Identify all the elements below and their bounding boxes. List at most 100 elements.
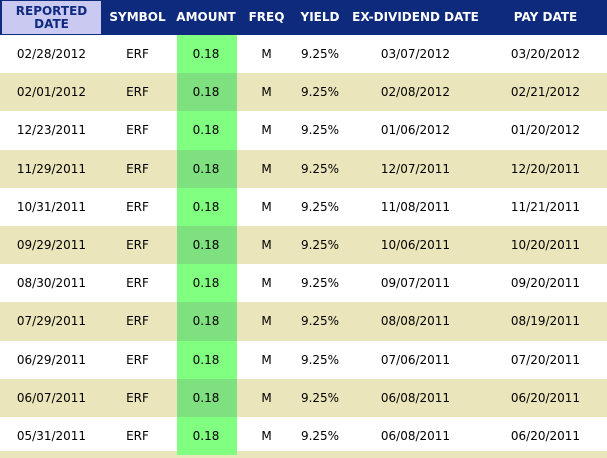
cell: 9.25% — [300, 85, 340, 100]
cell: 9.25% — [300, 276, 340, 291]
cell: 0.18 — [192, 238, 220, 253]
cell: 06/07/2011 — [16, 390, 87, 405]
cell: 06/08/2011 — [380, 390, 451, 405]
cell: 07/06/2011 — [380, 352, 451, 367]
cell: M — [261, 161, 272, 176]
header-bar — [0, 0, 607, 35]
cell: M — [261, 276, 272, 291]
cell: 9.25% — [300, 238, 340, 253]
cell: 05/31/2011 — [16, 429, 87, 444]
cell: M — [261, 85, 272, 100]
row-stripe — [0, 302, 607, 341]
cell: 0.18 — [192, 85, 220, 100]
cell: M — [261, 47, 272, 62]
cell: 09/07/2011 — [380, 276, 451, 291]
cell: 02/08/2012 — [380, 85, 451, 100]
cell: 06/20/2011 — [510, 390, 581, 405]
cell: M — [261, 390, 272, 405]
cell: ERF — [126, 85, 149, 100]
cell: 0.18 — [192, 352, 220, 367]
cell: ERF — [126, 390, 149, 405]
cell: 0.18 — [192, 429, 220, 444]
cell: 10/31/2011 — [16, 199, 87, 214]
cell: M — [261, 199, 272, 214]
column-header: FREQ — [248, 10, 285, 24]
cell: 9.25% — [300, 161, 340, 176]
cell: 08/30/2011 — [16, 276, 87, 291]
cell: 09/20/2011 — [510, 276, 581, 291]
cell: 11/08/2011 — [380, 199, 451, 214]
cell: 10/20/2011 — [510, 238, 581, 253]
cell: M — [261, 429, 272, 444]
cell: ERF — [126, 161, 149, 176]
row-stripe — [0, 226, 607, 265]
row-stripe — [0, 451, 607, 458]
cell: 9.25% — [300, 199, 340, 214]
cell: ERF — [126, 314, 149, 329]
cell: 12/20/2011 — [510, 161, 581, 176]
cell: 01/06/2012 — [380, 123, 451, 138]
amount-highlight — [177, 149, 237, 188]
cell: M — [261, 314, 272, 329]
column-header: AMOUNT — [176, 10, 236, 24]
cell: 09/29/2011 — [16, 238, 87, 253]
amount-highlight — [177, 340, 237, 379]
cell: 12/23/2011 — [16, 123, 87, 138]
cell: 9.25% — [300, 314, 340, 329]
cell: 9.25% — [300, 352, 340, 367]
column-header: PAY DATE — [513, 10, 578, 24]
row-stripe — [0, 378, 607, 417]
cell: ERF — [126, 429, 149, 444]
amount-highlight — [177, 302, 237, 341]
cell: M — [261, 123, 272, 138]
cell: 0.18 — [192, 123, 220, 138]
cell: M — [261, 238, 272, 253]
cell: 03/20/2012 — [510, 47, 581, 62]
amount-highlight — [177, 417, 237, 456]
cell: 03/07/2012 — [380, 47, 451, 62]
cell: 0.18 — [192, 276, 220, 291]
cell: 10/06/2011 — [380, 238, 451, 253]
amount-highlight — [177, 187, 237, 226]
cell: 0.18 — [192, 390, 220, 405]
cell: 0.18 — [192, 47, 220, 62]
cell: 11/29/2011 — [16, 161, 87, 176]
cell: ERF — [126, 276, 149, 291]
cell: 9.25% — [300, 123, 340, 138]
column-header: SYMBOL — [109, 10, 166, 24]
amount-highlight — [177, 35, 237, 74]
cell: M — [261, 352, 272, 367]
column-header: YIELD — [300, 10, 340, 24]
cell: 12/07/2011 — [380, 161, 451, 176]
cell: ERF — [126, 47, 149, 62]
cell: 02/01/2012 — [16, 85, 87, 100]
cell: 11/21/2011 — [510, 199, 581, 214]
column-header: REPORTED DATE — [2, 1, 101, 34]
row-stripe — [0, 73, 607, 112]
cell: ERF — [126, 238, 149, 253]
column-header: EX-DIVIDEND DATE — [352, 10, 479, 24]
cell: 08/19/2011 — [510, 314, 581, 329]
cell: 9.25% — [300, 429, 340, 444]
cell: ERF — [126, 352, 149, 367]
amount-highlight — [177, 378, 237, 417]
cell: 0.18 — [192, 199, 220, 214]
cell: 06/29/2011 — [16, 352, 87, 367]
cell: ERF — [126, 123, 149, 138]
cell: 01/20/2012 — [510, 123, 581, 138]
cell: 06/20/2011 — [510, 429, 581, 444]
cell: 07/29/2011 — [16, 314, 87, 329]
cell: 02/28/2012 — [16, 47, 87, 62]
amount-highlight — [177, 226, 237, 265]
amount-highlight — [177, 264, 237, 303]
cell: 9.25% — [300, 390, 340, 405]
cell: 02/21/2012 — [510, 85, 581, 100]
cell: 9.25% — [300, 47, 340, 62]
amount-highlight — [177, 111, 237, 150]
cell: 0.18 — [192, 161, 220, 176]
cell: 0.18 — [192, 314, 220, 329]
cell: 08/08/2011 — [380, 314, 451, 329]
row-stripe — [0, 149, 607, 188]
cell: ERF — [126, 199, 149, 214]
